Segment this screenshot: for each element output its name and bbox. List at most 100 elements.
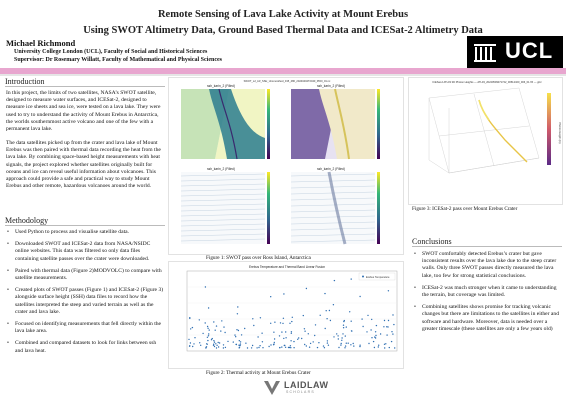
thermal-point [393,323,395,326]
introduction-paragraph-1: In this project, the limits of two satel… [6,90,161,133]
thermal-point [367,314,369,317]
thermal-point [290,332,292,334]
thermal-point [234,334,236,336]
introduction-paragraph-2: The data satellites picked up from the c… [6,140,161,190]
thermal-point [301,337,303,340]
thermal-point [324,292,326,295]
thermal-point [345,326,347,328]
thermal-point [333,279,336,282]
thermal-point [199,342,201,344]
thermal-point [340,342,342,345]
thermal-point [319,314,321,316]
list-item: ICESat-2 was much stronger when it came … [413,285,563,299]
thermal-point [344,335,346,337]
thermal-point [344,347,346,349]
thermal-point [343,320,345,323]
thermal-point [193,343,195,345]
thermal-point [212,344,215,346]
thermal-point [289,345,292,347]
list-item: Combining satellites shows promise for t… [413,304,563,333]
thermal-point [213,345,216,348]
thermal-point [388,346,390,349]
thermal-point [253,324,255,327]
figure-2-caption: Figure 2: Thermal activity at Mount Ereb… [206,370,311,376]
thermal-point [338,346,340,349]
thermal-point [392,314,394,316]
poster-header: Remote Sensing of Lava Lake Activity at … [0,0,566,68]
thermal-point [222,344,225,346]
thermal-point [262,347,264,349]
thermal-point [238,344,240,346]
thermal-point [207,307,210,309]
thermal-point [238,346,241,348]
thermal-point [214,329,216,331]
figure-3-colorbar-label: Photon Height (m) [558,122,562,143]
thermal-point [342,333,344,335]
thermal-point [377,346,379,348]
thermal-point [259,345,261,347]
thermal-point [340,344,342,346]
thermal-point [270,344,272,346]
thermal-point [391,331,393,333]
thermal-point [216,344,218,346]
thermal-point [213,340,215,342]
thermal-point [235,336,237,338]
thermal-point [302,314,304,317]
thermal-point [316,346,319,349]
thermal-point [208,333,210,335]
figure-2-legend: Erebus Temperature [366,275,390,279]
methodology-rule [5,225,165,226]
thermal-point [222,347,225,349]
thermal-point [210,339,213,341]
thermal-point [273,341,275,344]
thermal-point [290,331,293,333]
list-item: SWOT comfortably detected Erebus’s crate… [413,251,563,280]
thermal-point [384,347,386,349]
thermal-point [215,325,218,327]
thermal-point [213,343,215,345]
thermal-point [307,333,309,335]
thermal-point [283,293,285,295]
thermal-point [217,346,220,348]
thermal-point [308,346,311,348]
list-item: Downloaded SWOT and ICESat-2 data from N… [6,241,164,263]
thermal-point [322,345,325,347]
swot-panel-1: ssh_karin_2 (Filled) [181,84,270,160]
thermal-point [383,319,386,322]
panel-title: ssh_karin_2 (Filled) [207,167,235,171]
thermal-point [329,319,332,322]
thermal-point [244,327,246,330]
introduction-heading: Introduction [5,77,45,86]
thermal-point [366,331,368,333]
thermal-point [379,333,382,335]
thermal-point [326,340,329,342]
thermal-point [314,334,316,337]
thermal-point [341,337,343,339]
ucl-logo: UCL [467,36,563,68]
figure-1-header: SWOT_L2_LR_SSH_Unsmoothed_015_480_202404… [244,79,331,83]
thermal-point [383,326,385,328]
thermal-point [202,332,204,335]
thermal-point [371,337,373,339]
thermal-point [283,337,285,340]
thermal-point [215,347,218,349]
thermal-point [293,340,295,343]
thermal-point [374,337,377,339]
thermal-point [189,345,191,347]
thermal-point [252,318,254,320]
thermal-point [204,322,206,324]
thermal-point [281,346,283,348]
thermal-point [285,331,287,333]
thermal-point [270,296,272,298]
thermal-point [370,329,372,331]
thermal-point [273,338,276,340]
thermal-point [333,336,335,338]
thermal-point [220,330,222,332]
thermal-point [323,347,326,349]
thermal-point [207,335,210,337]
thermal-point [387,319,390,322]
thermal-point [217,341,219,344]
thermal-point [353,345,355,347]
thermal-point [291,316,293,318]
introduction-rule [5,86,165,87]
